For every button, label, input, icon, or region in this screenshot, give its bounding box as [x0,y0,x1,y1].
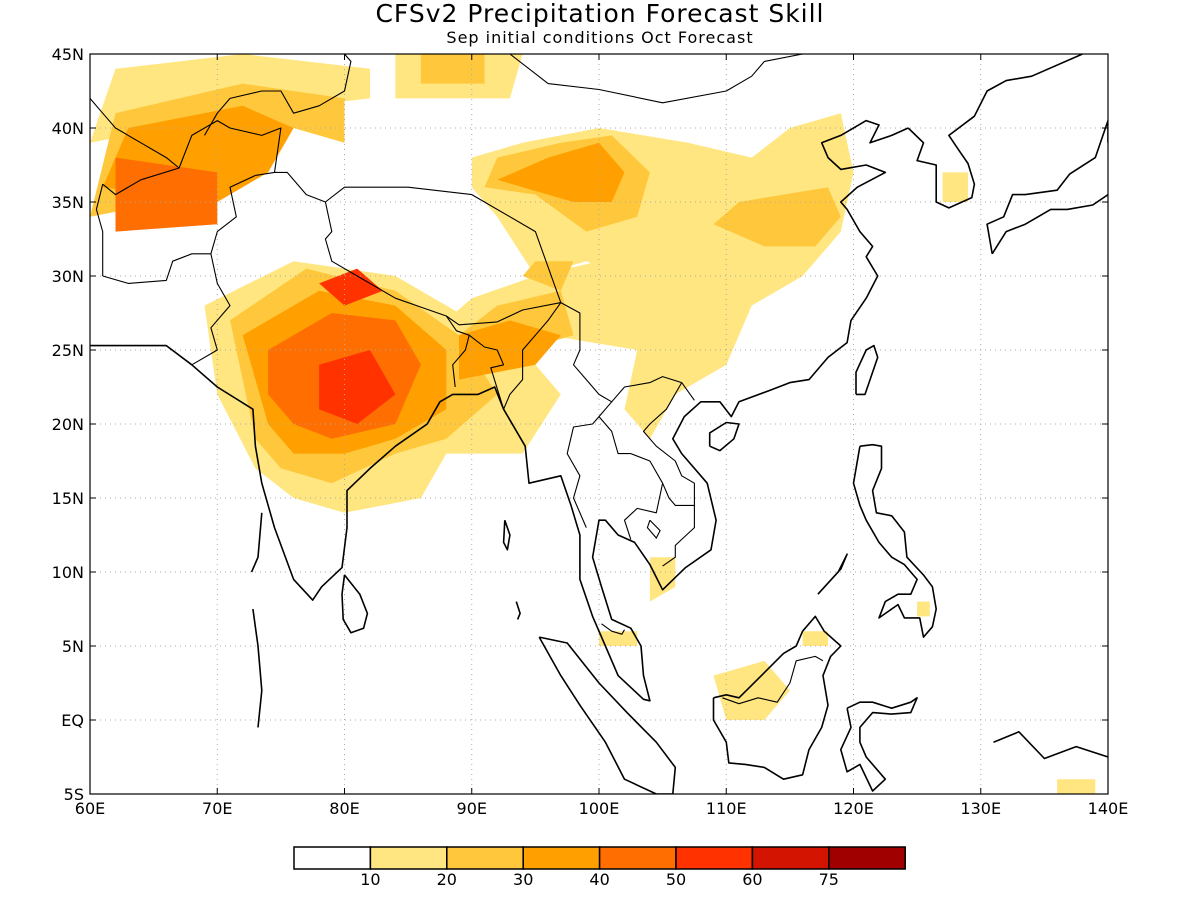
country-border [191,253,231,366]
coastline [817,553,848,595]
legend-swatch [293,846,372,870]
lat-label: 20N [52,415,84,434]
map-subtitle: Sep initial conditions Oct Forecast [446,28,754,47]
legend-label: 20 [437,870,457,889]
coastline [907,54,1083,209]
map-title: CFSv2 Precipitation Forecast Skill [375,0,825,28]
coastline [90,119,909,702]
lon-label: 80E [329,799,359,818]
legend-label: 75 [819,870,839,889]
lon-label: 120E [833,799,874,818]
legend-swatch [369,846,448,870]
color-legend: 10 20 30 40 50 60 75 [293,846,906,889]
coastline [986,119,1108,254]
lon-label: 130E [960,799,1001,818]
legend-swatch [446,846,524,870]
skill-region-level-1 [599,631,638,646]
skill-region-level-2 [522,261,574,291]
country-border [90,98,180,169]
coastline [515,601,521,620]
coastline [852,443,938,638]
lat-label: 10N [52,563,84,582]
coastline [839,696,918,792]
skill-region-level-1 [942,172,968,202]
skill-region-level-1 [802,631,828,646]
lat-label: 15N [52,489,84,508]
axis-ticks: 60E 70E 80E 90E 100E 110E 120E 130E 140E 45N 40N 35… [52,45,1129,818]
coastline [502,519,511,551]
coastline [538,636,677,794]
skill-region-level-5 [319,268,383,306]
legend-label: 30 [513,870,533,889]
country-border [102,120,282,196]
legend-swatch [522,846,601,870]
lake-outline [646,519,661,539]
lat-label: 5N [62,637,84,656]
skill-region-level-3 [497,142,625,202]
country-border [445,315,470,388]
coastline [855,344,879,396]
legend-label: 10 [360,870,380,889]
skill-region-level-1 [917,601,930,617]
country-border [566,401,613,528]
legend-swatch [675,846,754,870]
country-border [560,302,695,403]
country-border [598,416,695,567]
country-border [325,186,562,303]
skill-region-level-1 [1057,779,1096,794]
country-border [623,483,664,540]
legend-swatch [751,846,830,870]
coastlines [90,26,1108,845]
legend-swatch [598,846,677,870]
coastline [341,574,369,634]
lat-lon-gridlines [90,54,1108,794]
legend-label: 60 [742,870,762,889]
skill-region-level-4 [115,157,218,232]
coastline [708,421,740,452]
lon-label: 110E [706,799,747,818]
country-border [601,623,625,635]
country-border [722,655,824,705]
lon-label: 100E [579,799,620,818]
lat-label: 5S [64,785,84,804]
lon-label: 90E [457,799,487,818]
coastline [993,730,1108,760]
country-border [642,382,695,506]
lon-label: 140E [1088,799,1129,818]
lake-outline [300,26,332,35]
lat-label: 45N [52,45,84,64]
lat-label: 40N [52,119,84,138]
lat-label: 30N [52,267,84,286]
legend-swatch [828,846,906,870]
skill-region-level-1 [649,557,676,602]
coastline [991,193,1108,255]
legend-label: 40 [589,870,609,889]
coastline [252,608,263,728]
lat-label: 25N [52,341,84,360]
lon-label: 60E [75,799,105,818]
lat-label: EQ [61,711,84,730]
coastline [712,615,842,781]
lat-label: 35N [52,193,84,212]
country-border [95,184,104,276]
country-border [204,54,352,136]
legend-label: 50 [666,870,686,889]
skill-region-level-5 [319,350,396,424]
lon-label: 70E [202,799,232,818]
skill-region-level-1 [713,660,790,720]
skill-region-level-2 [420,54,485,84]
country-border [470,54,803,104]
coastline [828,838,943,845]
coastline [250,512,263,573]
country-border [468,334,505,410]
